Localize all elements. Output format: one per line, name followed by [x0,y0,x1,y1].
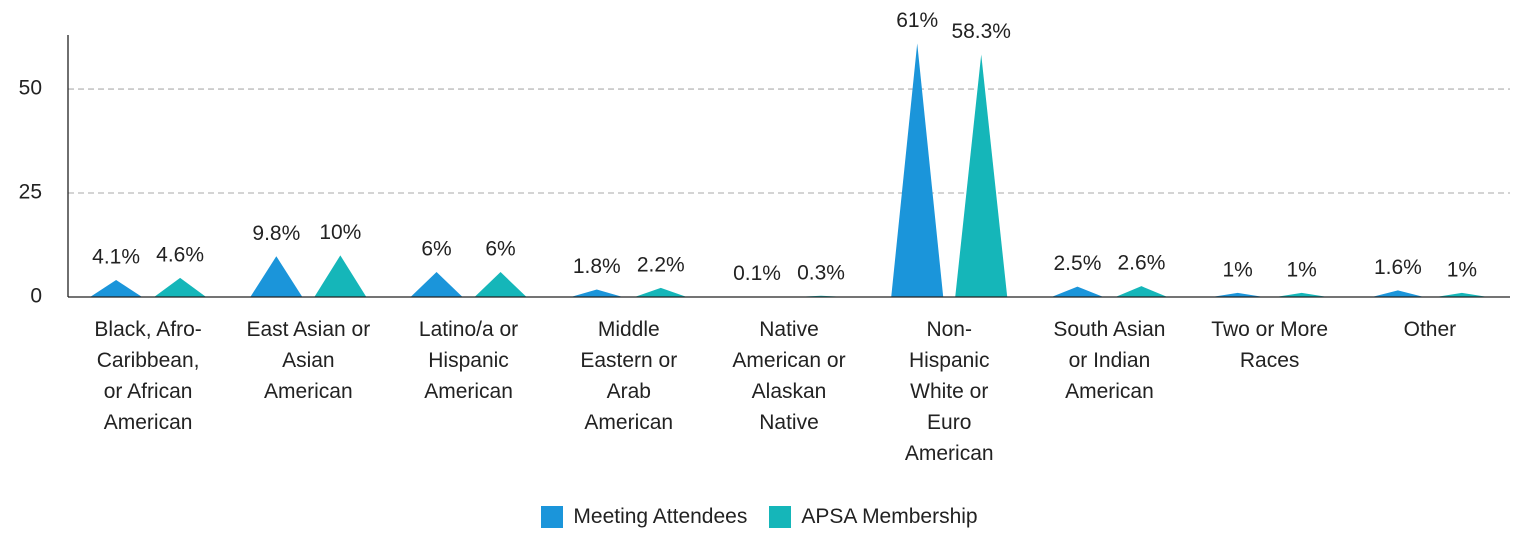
data-label: 1.6% [1374,256,1422,279]
bar [570,289,623,297]
data-label: 2.6% [1118,252,1166,275]
bar [1051,286,1104,297]
data-label: 2.5% [1054,252,1102,275]
data-label: 9.8% [252,222,300,245]
x-tick-label: East Asian or Asian American [246,318,371,403]
data-label: 6% [421,238,451,261]
data-label: 61% [896,9,938,32]
bar [1275,292,1328,297]
bar [955,54,1008,297]
legend-swatch [541,506,564,528]
data-label: 58.3% [951,20,1011,43]
bar [1211,292,1264,297]
bar [1435,292,1488,297]
x-tick-label: Two or More Races [1211,318,1328,372]
legend-swatch [769,506,792,528]
legend-label: Meeting Attendees [573,505,748,528]
legend-item: Meeting Attendees [541,505,747,529]
x-tick-label: Latino/a or Hispanic American [418,318,519,403]
data-label: 6% [485,238,515,261]
y-tick-label: 50 [19,77,42,100]
legend: Meeting Attendees APSA Membership [0,505,1519,529]
data-label: 1.8% [573,255,621,278]
data-label: 10% [319,221,361,244]
data-label: 4.1% [92,245,140,268]
bar [1115,286,1168,297]
x-tick-label: South Asian or Indian American [1053,318,1166,403]
x-tick-label: Black, Afro-Caribbean, or African Americ… [94,318,202,434]
data-label: 1% [1286,258,1316,281]
y-tick-label: 0 [30,285,42,308]
bar [474,272,527,297]
x-tick-label: Middle Eastern or Arab American [580,318,678,434]
data-label: 2.2% [637,253,685,276]
legend-item: APSA Membership [769,505,978,529]
x-tick-label: Native American or Alaskan Native [732,318,846,434]
x-tick-label: Other [1403,318,1457,341]
bar [90,279,143,297]
data-label: 0.1% [733,262,781,285]
bar [250,256,303,297]
data-label: 1% [1447,258,1477,281]
bar [314,255,367,297]
data-label: 0.3% [797,261,845,284]
bar [634,287,687,297]
data-label: 1% [1222,258,1252,281]
x-tick-label: Non-Hispanic White or Euro American [904,318,994,465]
legend-label: APSA Membership [801,505,978,528]
data-label: 4.6% [156,243,204,266]
bar [1371,290,1424,297]
bar [891,43,944,297]
y-tick-label: 25 [19,181,42,204]
bar [410,272,463,297]
bar [154,277,207,297]
